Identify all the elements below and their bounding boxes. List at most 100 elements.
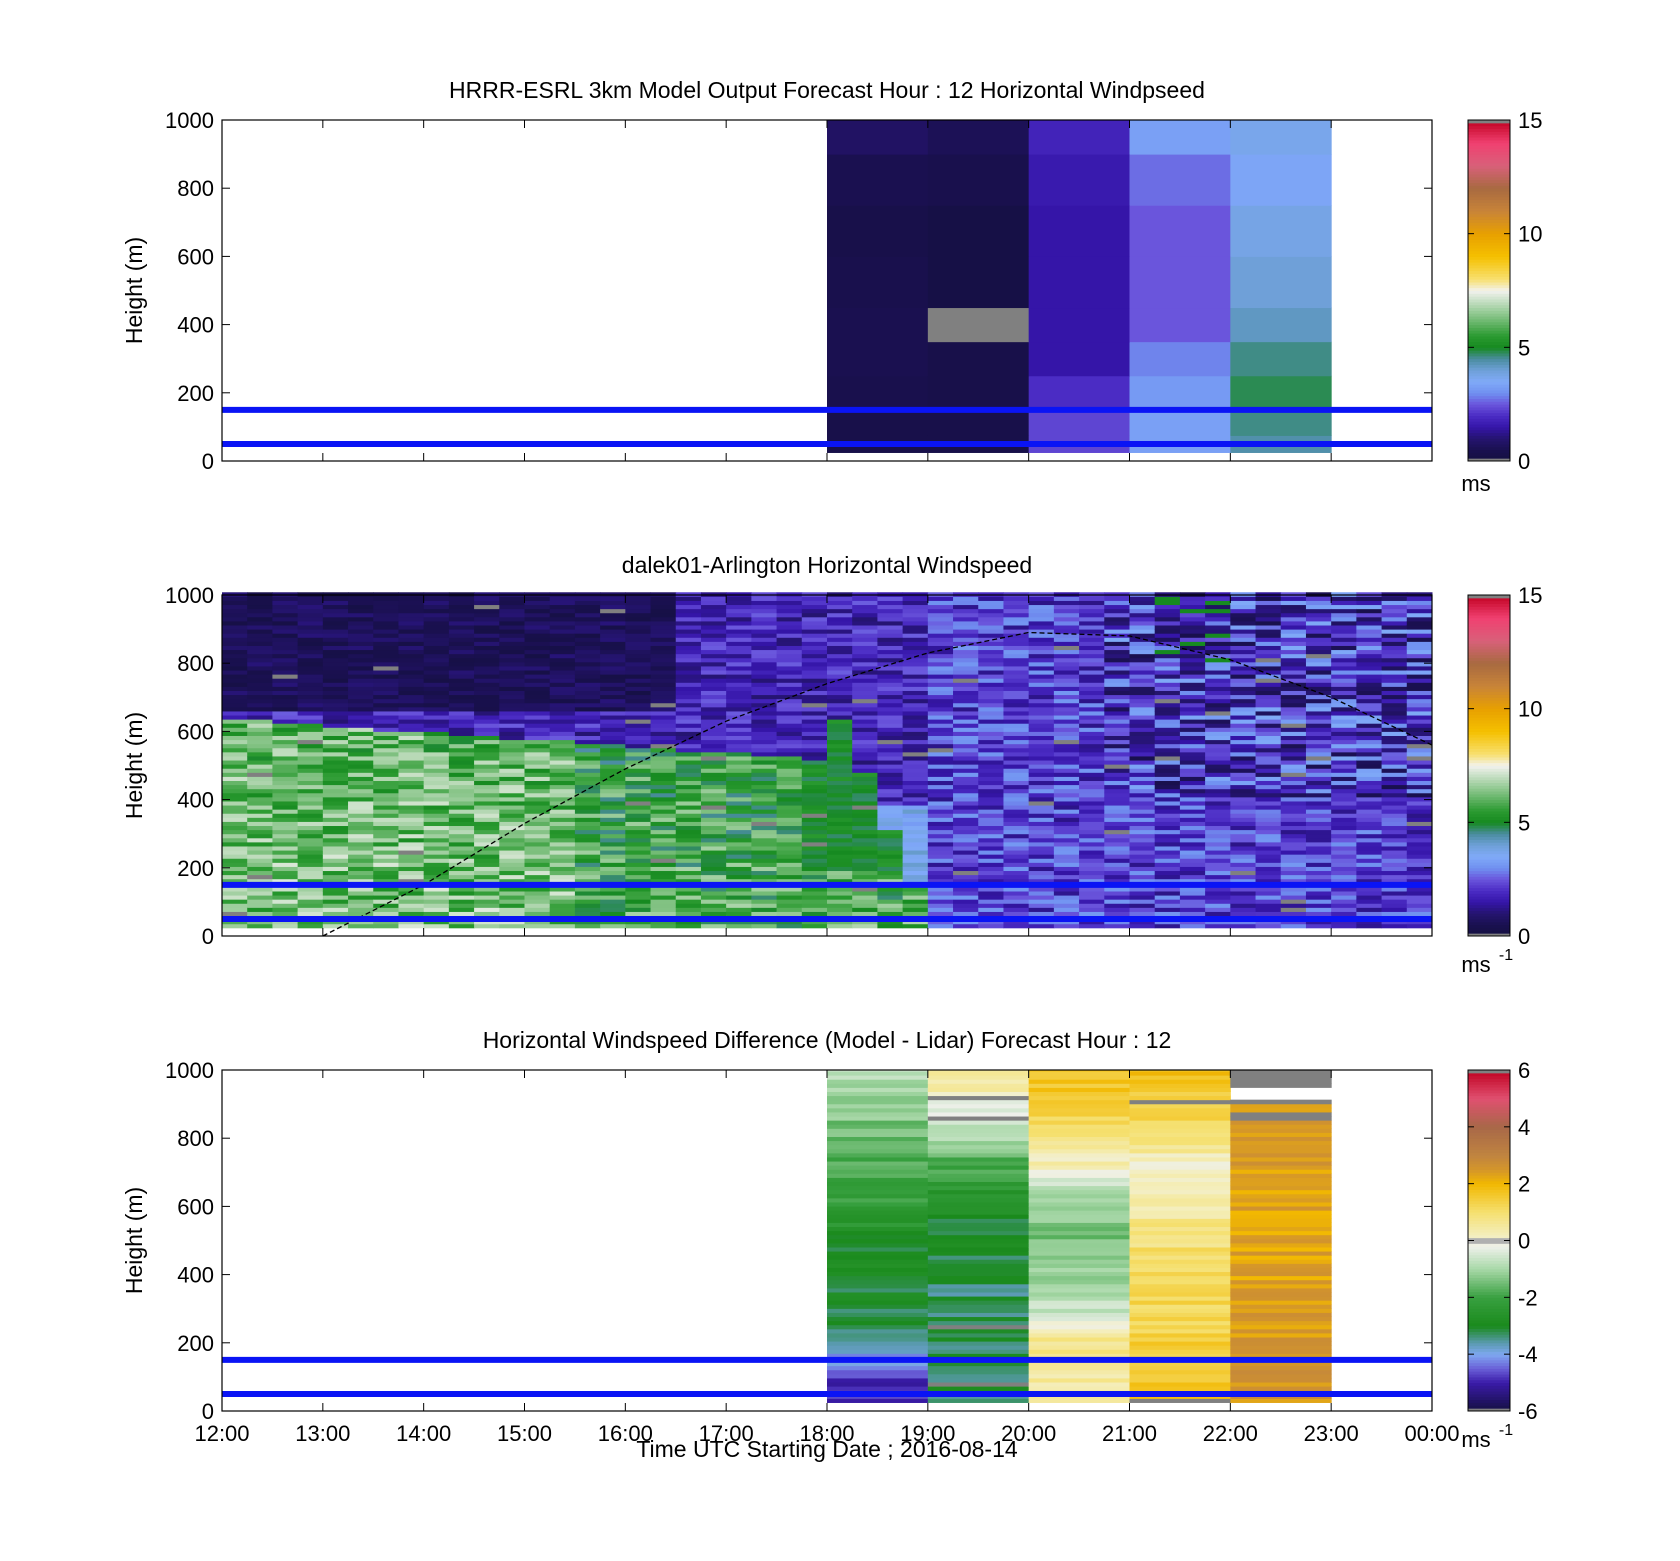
heatmap-cell [272,629,299,634]
heatmap-cell [927,1177,1030,1183]
heatmap-cell [1356,841,1383,847]
heatmap-cell [1154,903,1181,908]
heatmap-cell [927,1124,1030,1129]
heatmap-cell [1230,1341,1332,1346]
heatmap-cell [801,629,828,634]
heatmap-cell [1356,616,1383,622]
heatmap-cell [549,899,576,904]
heatmap-cell [373,866,399,872]
heatmap-cell [1079,715,1105,720]
heatmap-cell [1255,854,1282,859]
heatmap-cell [675,620,702,626]
colorbar-tick-label: 0 [1518,449,1530,474]
heatmap-cell [1230,1136,1332,1142]
heatmap-cell [751,604,778,610]
heatmap-cell [1003,764,1030,769]
heatmap-cell [927,1071,1030,1076]
heatmap-cell [1104,596,1130,601]
heatmap-cell [1079,850,1105,855]
heatmap-cell [726,727,752,732]
heatmap-cell [1406,620,1433,626]
colorbar-segment [1468,210,1510,215]
colorbar-segment [1468,267,1510,272]
heatmap-cell [927,674,954,679]
heatmap-cell [1305,792,1332,798]
heatmap-cell [322,870,349,876]
heatmap-cell [423,903,450,908]
colorbar-segment [1468,134,1510,138]
heatmap-cell [474,715,500,720]
heatmap-cell [1028,1099,1130,1105]
heatmap-cell [448,784,475,790]
heatmap-cell [499,788,525,794]
heatmap-cell [1406,825,1433,831]
heatmap-cell [801,821,828,827]
heatmap-cell [877,743,904,749]
heatmap-cell [650,596,677,601]
heatmap-cell [322,862,349,867]
heatmap-cell [373,629,399,634]
colorbar-segment [1468,651,1510,656]
heatmap-cell [1179,854,1206,859]
colorbar-segment [1468,156,1510,161]
heatmap-cell [726,866,752,872]
heatmap-cell [1230,596,1257,601]
heatmap-cell [827,1238,929,1244]
heatmap-cell [1079,641,1105,646]
heatmap-cell [902,706,929,712]
heatmap-cell [373,747,399,753]
heatmap-cell [1053,670,1080,675]
heatmap-cell [1179,608,1206,614]
heatmap-cell [348,760,374,765]
heatmap-cell [247,706,273,712]
heatmap-cell [776,604,803,610]
heatmap-cell [827,1337,929,1342]
heatmap-cell [549,727,576,732]
heatmap-cell [398,731,425,736]
heatmap-cell [222,670,248,675]
heatmap-cell [1179,698,1206,704]
heatmap-cell [1331,866,1357,872]
heatmap-cell [801,686,828,691]
heatmap-cell [524,743,551,749]
heatmap-cell [549,743,576,749]
heatmap-cell [776,678,803,683]
heatmap-cell [953,907,979,912]
heatmap-cell [1079,829,1105,835]
heatmap-cell [1104,686,1130,691]
heatmap-cell [726,874,752,880]
heatmap-cell [322,837,349,843]
heatmap-cell [776,645,803,651]
heatmap-cell [423,686,450,691]
heatmap-cell [902,854,929,859]
heatmap-cell [1028,616,1055,622]
heatmap-cell [1280,727,1307,732]
heatmap-cell [272,600,299,606]
heatmap-cell [297,633,324,638]
heatmap-cell [474,886,500,892]
heatmap-cell [1230,698,1257,704]
heatmap-cell [1305,674,1332,679]
heatmap-cell [1028,674,1055,679]
heatmap-cell [524,792,551,798]
heatmap-cell [1129,1246,1231,1252]
heatmap-cell [1104,805,1130,810]
heatmap-cell [801,620,828,626]
heatmap-cell [1406,715,1433,720]
heatmap-cell [524,866,551,872]
heatmap-cell [927,1128,1030,1133]
heatmap-cell [1406,850,1433,855]
heatmap-cell [726,862,752,867]
heatmap-cell [574,890,601,896]
heatmap-cell [1305,755,1332,761]
heatmap-cell [1406,686,1433,691]
heatmap-cell [1028,670,1055,675]
heatmap-cell [978,596,1004,601]
heatmap-cell [650,751,677,757]
heatmap-cell [1154,833,1181,839]
heatmap-cell [927,809,954,814]
heatmap-cell [524,600,551,606]
heatmap-cell [297,772,324,777]
heatmap-cell [700,829,727,835]
heatmap-cell [1255,878,1282,884]
